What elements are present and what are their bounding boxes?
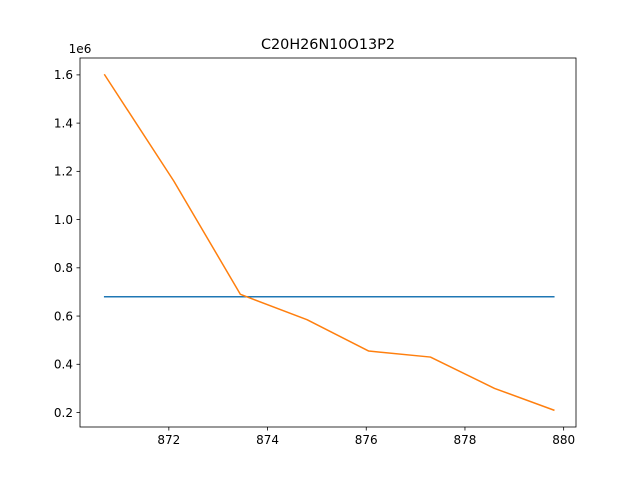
series-line-2 <box>103 73 555 412</box>
x-tick-label: 876 <box>355 433 378 447</box>
y-tick-label: 0.6 <box>54 309 73 323</box>
x-tick-label: 878 <box>454 433 477 447</box>
y-tick-label: 1.4 <box>54 116 73 130</box>
y-tick-label: 1.2 <box>54 165 73 179</box>
y-tick-label: 1.0 <box>54 213 73 227</box>
chart-title: C20H26N10O13P2 <box>261 37 395 53</box>
y-offset-label: 1e6 <box>69 42 92 56</box>
x-tick-label: 880 <box>552 433 575 447</box>
plot-frame <box>79 57 577 428</box>
axes: 872 874 876 878 880 0.2 0.4 0.6 0.8 1.0 1.2 1.4 1.6 1… <box>54 42 577 447</box>
y-tick-label: 0.4 <box>54 358 73 372</box>
y-tick-label: 1.6 <box>54 68 73 82</box>
x-tick-label: 872 <box>157 433 180 447</box>
x-tick-label: 874 <box>256 433 279 447</box>
y-tick-label: 0.8 <box>54 261 73 275</box>
y-tick-label: 0.2 <box>54 406 73 420</box>
